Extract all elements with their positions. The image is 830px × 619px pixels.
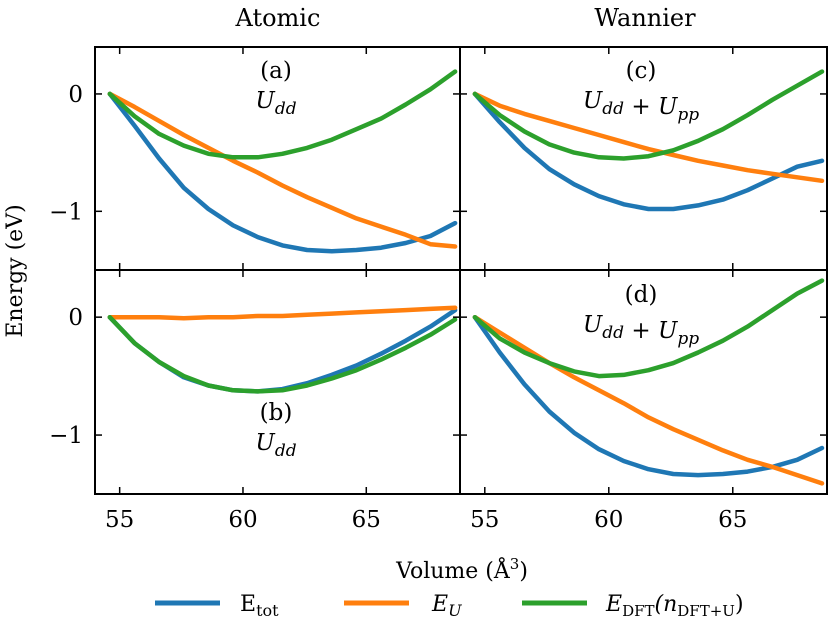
series-line-edft (472, 69, 825, 161)
panel-frame (459, 269, 828, 495)
legend-label-eu: EU (431, 592, 462, 619)
panel-letter: (b) (260, 400, 293, 426)
panel-b: 55 60 65 0 −1 (b) Udd (49, 269, 461, 533)
legend: Etot EU EDFT(nDFT+U) (155, 592, 744, 619)
series-line-edft (107, 314, 458, 394)
y-axis-label: Energy (eV) (3, 204, 28, 337)
panel-c: (c) Udd + Upp (459, 46, 828, 271)
legend-label-edft: EDFT(nDFT+U) (605, 592, 744, 619)
y-tick-label: 0 (68, 82, 83, 108)
x-tick-label: 55 (105, 507, 134, 533)
x-tick-label: 55 (470, 507, 499, 533)
legend-label-etot: Etot (240, 592, 279, 619)
x-axis-label: Volume (Å3) (395, 555, 528, 584)
panel-d: 55 60 65 (d) Udd + Upp (459, 269, 828, 533)
series-line-edft (472, 278, 825, 379)
series-line-etot (107, 91, 458, 254)
y-tick-label: 0 (68, 305, 83, 331)
panel-a: 0 −1 (a) Udd (49, 46, 461, 271)
series-line-etot (472, 314, 825, 478)
panel-letter: (a) (260, 58, 292, 84)
x-tick-label: 65 (718, 507, 747, 533)
panel-letter: (c) (626, 58, 657, 84)
x-tick-label: 60 (594, 507, 623, 533)
series-line-eu (472, 314, 825, 486)
column-title-atomic: Atomic (235, 4, 321, 32)
panel-hubbard-label: Udd + Upp (583, 312, 699, 349)
panel-letter: (d) (625, 282, 658, 308)
series-line-etot (472, 91, 825, 212)
panel-hubbard-label: Udd + Upp (583, 88, 699, 125)
column-title-wannier: Wannier (594, 4, 696, 32)
y-tick-label: −1 (49, 199, 83, 225)
x-tick-label: 65 (352, 507, 381, 533)
series-line-edft (107, 69, 458, 160)
x-tick-label: 60 (228, 507, 257, 533)
panels: 0 −1 (a) Udd 55 60 65 0 −1 (b) Udd (c) Udd + Upp 55 60… (49, 46, 828, 533)
series-line-eu (472, 91, 825, 184)
panel-hubbard-label: Udd (255, 430, 296, 461)
series-line-eu (107, 91, 458, 249)
series-line-eu (107, 305, 458, 321)
y-tick-label: −1 (49, 423, 83, 449)
panel-hubbard-label: Udd (255, 88, 296, 119)
